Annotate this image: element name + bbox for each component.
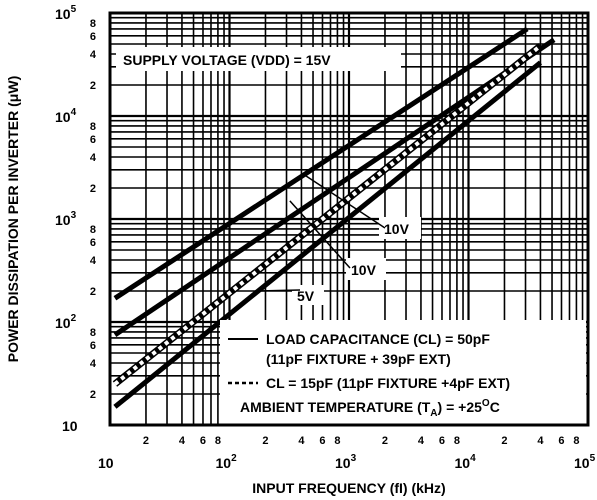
y-minor-tick-label: 6 (90, 237, 96, 249)
legend-solid-sublabel: (11pF FIXTURE + 39pF EXT) (266, 351, 451, 367)
y-minor-tick-label: 8 (90, 224, 96, 236)
y-minor-tick-label: 4 (90, 358, 97, 370)
series-line-cl-50pf (113, 60, 543, 409)
x-minor-tick-label: 8 (215, 435, 221, 447)
x-minor-tick-label: 6 (319, 435, 325, 447)
label-5v: 5V (297, 288, 315, 304)
legend-dashed-label: CL = 15pF (11pF FIXTURE +4pF EXT) (266, 375, 510, 391)
label-10v-upper: 10V (384, 221, 410, 237)
leader-line (257, 289, 301, 292)
series-line-cl-50pf (113, 26, 529, 301)
label-10v-lower: 10V (351, 262, 377, 278)
annotation-background (116, 47, 401, 71)
y-minor-tick-label: 4 (90, 255, 97, 267)
y-minor-tick-label: 8 (90, 327, 96, 339)
x-major-tick-label: 103 (335, 453, 357, 471)
y-major-tick-label: 103 (55, 210, 77, 228)
x-minor-tick-label: 2 (143, 435, 149, 447)
y-minor-tick-label: 8 (90, 121, 96, 133)
y-minor-tick-label: 6 (90, 31, 96, 43)
x-minor-tick-label: 4 (537, 435, 544, 447)
y-major-tick-label: 105 (55, 4, 77, 22)
x-minor-tick-label: 6 (439, 435, 445, 447)
x-minor-tick-label: 2 (262, 435, 268, 447)
y-minor-tick-label: 2 (90, 80, 96, 92)
annotation-background (346, 258, 386, 280)
x-minor-tick-label: 6 (200, 435, 206, 447)
x-minor-tick-label: 8 (454, 435, 460, 447)
supply-voltage-label: SUPPLY VOLTAGE (VDD) = 15V (123, 52, 331, 68)
x-minor-tick-label: 2 (501, 435, 507, 447)
legend-solid-label: LOAD CAPACITANCE (CL) = 50pF (266, 331, 490, 347)
y-minor-tick-label: 2 (90, 183, 96, 195)
plot-frame (108, 11, 590, 427)
x-minor-tick-label: 2 (382, 435, 388, 447)
annotation-background (220, 320, 586, 424)
y-major-tick-label: 102 (55, 313, 77, 331)
x-minor-tick-label: 6 (558, 435, 564, 447)
y-minor-tick-label: 4 (90, 49, 97, 61)
x-major-tick-label: 105 (574, 453, 596, 471)
x-major-tick-label: 104 (455, 453, 477, 471)
x-minor-tick-label: 8 (573, 435, 579, 447)
x-minor-tick-label: 4 (418, 435, 425, 447)
x-major-tick-label: 10 (98, 455, 114, 471)
x-minor-tick-label: 4 (298, 435, 305, 447)
series-line-cl-15pf (113, 44, 542, 386)
y-major-tick-label: 104 (55, 107, 77, 125)
leader-line (289, 200, 351, 269)
y-minor-tick-label: 6 (90, 134, 96, 146)
annotation-background (379, 217, 421, 239)
y-axis-label: POWER DISSIPATION PER INVERTER (μW) (5, 76, 21, 363)
leader-line (303, 173, 386, 229)
y-minor-tick-label: 2 (90, 389, 96, 401)
y-minor-tick-label: 4 (90, 152, 97, 164)
x-minor-tick-label: 8 (334, 435, 340, 447)
x-minor-tick-label: 4 (179, 435, 186, 447)
y-major-tick-label: 10 (62, 418, 78, 434)
ambient-temperature-label: AMBIENT TEMPERATURE (TA) = +25OC (240, 398, 500, 419)
series-lines (112, 26, 556, 409)
y-minor-tick-label: 8 (90, 18, 96, 30)
annotations: SUPPLY VOLTAGE (VDD) = 15V 10V 10V 5V LOAD C… (116, 47, 586, 424)
x-major-tick-label: 102 (216, 453, 238, 471)
y-minor-tick-label: 2 (90, 286, 96, 298)
x-axis-label: INPUT FREQUENCY (fI) (kHz) (252, 480, 445, 496)
y-minor-tick-label: 6 (90, 340, 96, 352)
